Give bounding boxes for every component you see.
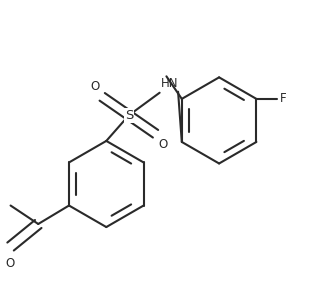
Text: S: S	[125, 109, 133, 122]
Text: O: O	[158, 138, 167, 151]
Text: O: O	[5, 257, 14, 270]
Text: O: O	[91, 80, 100, 93]
Text: HN: HN	[161, 77, 178, 90]
Text: F: F	[280, 92, 287, 105]
